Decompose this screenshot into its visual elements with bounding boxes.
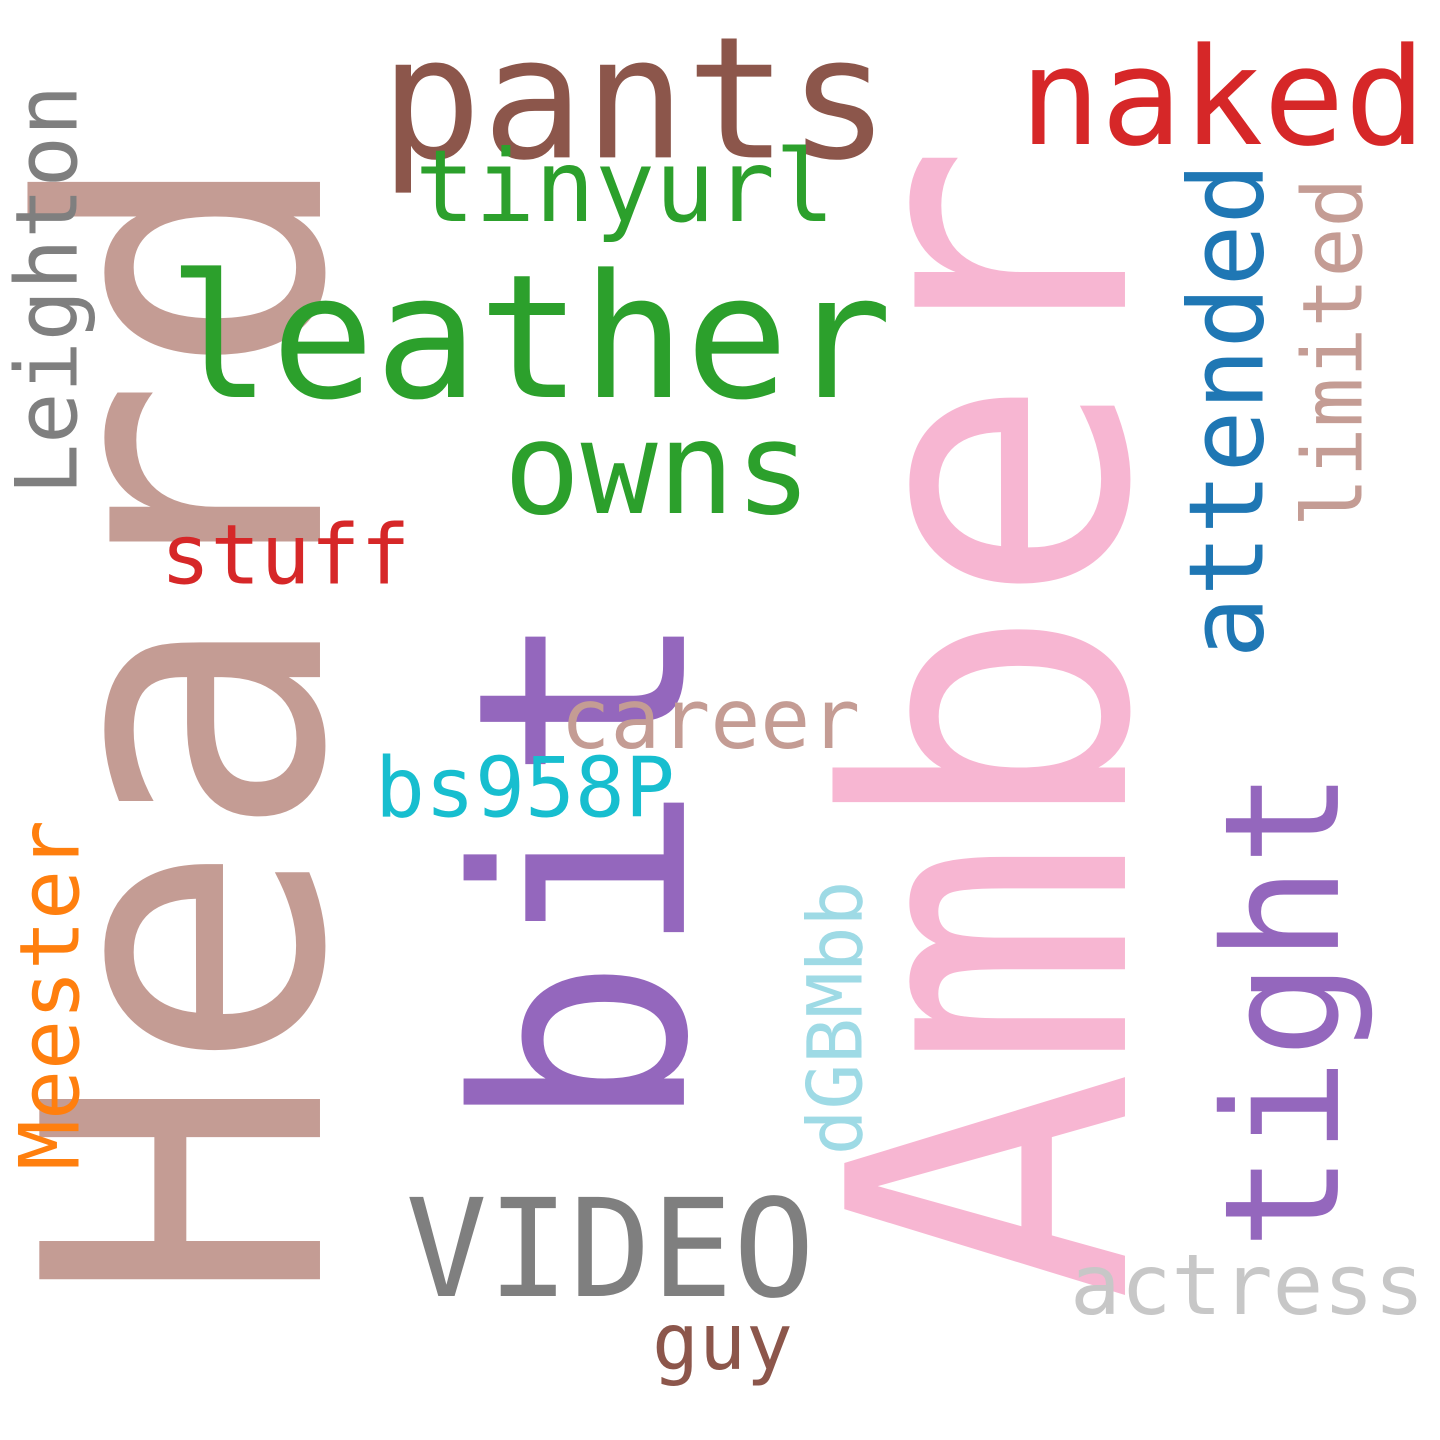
word-stuff: stuff <box>160 506 410 604</box>
word-tinyurl: tinyurl <box>414 128 835 246</box>
word-actress: actress <box>1070 1235 1425 1334</box>
word-career: career <box>559 671 860 769</box>
word-pants: pants <box>379 1 890 198</box>
word-limited: limited <box>1283 177 1381 528</box>
word-guy: guy <box>652 1297 793 1388</box>
word-bs958p: bs958P <box>375 738 675 836</box>
word-dgbmbb: dGBMbb <box>789 880 879 1155</box>
word-tight: tight <box>1189 770 1376 1250</box>
word-attended: attended <box>1167 161 1288 659</box>
word-video: VIDEO <box>405 1171 815 1329</box>
word-leighton: Leighton <box>0 84 97 496</box>
word-meester: Meester <box>1 819 99 1171</box>
word-naked: naked <box>1019 19 1426 176</box>
word-leather: leather <box>167 236 893 438</box>
word-owns: owns <box>503 395 812 544</box>
